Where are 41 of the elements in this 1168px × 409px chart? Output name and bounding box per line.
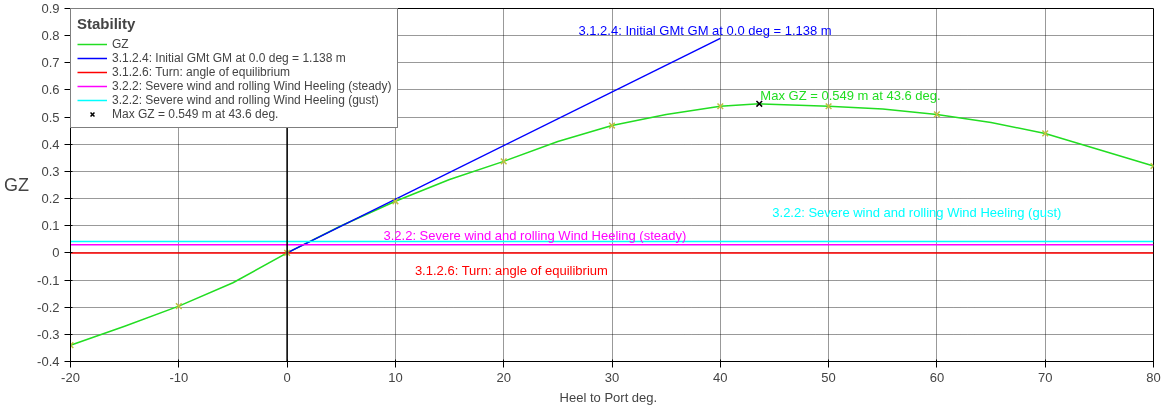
x-tick-label: 30 [604,369,620,385]
y-tick-label: 0.1 [41,218,60,234]
y-tick-label: 0.2 [41,191,60,207]
x-tick-label: 0 [283,369,291,385]
x-tick-label: 10 [388,369,403,385]
y-tick-label: 0.4 [41,136,60,152]
x-tick-label: 70 [1037,369,1053,385]
x-tick-label: 80 [1146,369,1161,385]
legend-label: Max GZ = 0.549 m at 43.6 deg. [112,107,279,121]
legend-label: 3.1.2.4: Initial GMt GM at 0.0 deg = 1.138 m [112,51,346,65]
x-tick-label: -20 [61,369,80,385]
y-tick-label: -0.1 [37,272,60,288]
legend-label: 3.1.2.6: Turn: angle of equilibrium [112,65,291,79]
y-tick-label: 0.9 [41,1,60,16]
annotation: 3.2.2: Severe wind and rolling Wind Heeling (gust) [772,204,1062,220]
y-axis-title: GZ [4,175,30,195]
y-tick-label: 0.7 [41,55,60,71]
legend-title: Stability [77,15,137,32]
x-tick-label: 40 [713,369,728,385]
x-axis-title: Heel to Port deg. [559,389,658,405]
legend-label: GZ [112,37,130,51]
y-tick-label: 0.5 [41,109,60,125]
annotation: 3.2.2: Severe wind and rolling Wind Heeling (steady) [383,227,687,243]
y-tick-label: 0.8 [41,28,60,44]
y-tick-label: 0.3 [41,163,60,179]
x-tick-label: -10 [169,369,189,385]
legend-label: 3.2.2: Severe wind and rolling Wind Heeling (steady) [112,79,392,93]
y-tick-label: -0.3 [37,326,60,342]
annotation: 3.1.2.6: Turn: angle of equilibrium [414,262,608,278]
x-tick-label: 20 [496,369,511,385]
y-tick-label: 0 [52,245,60,261]
legend-label: 3.2.2: Severe wind and rolling Wind Heeling (gust) [112,93,379,107]
y-tick-label: -0.4 [37,354,60,369]
x-tick-label: 50 [821,369,836,385]
x-tick-label: 60 [929,369,945,385]
annotation: Max GZ = 0.549 m at 43.6 deg. [760,87,941,103]
y-tick-label: 0.6 [41,82,60,98]
point [608,121,616,130]
point [716,102,724,110]
y-tick-label: -0.2 [37,299,60,315]
annotation: 3.1.2.4: Initial GMt GM at 0.0 deg = 1.138 m [578,22,832,38]
